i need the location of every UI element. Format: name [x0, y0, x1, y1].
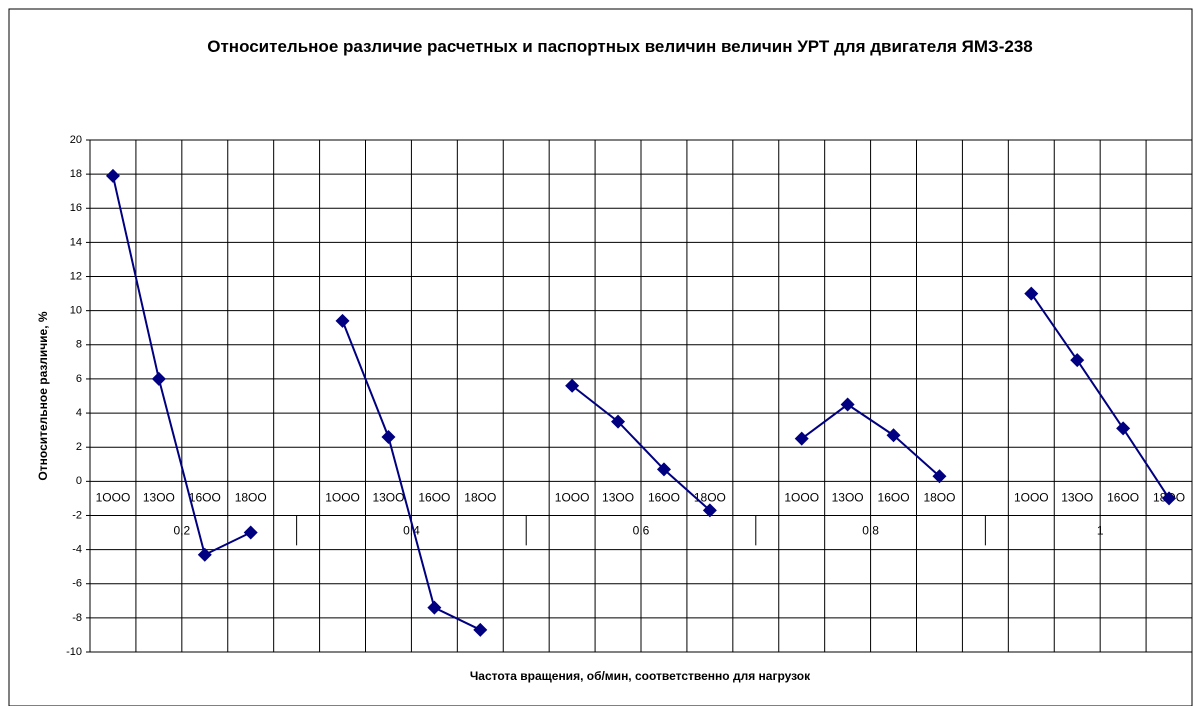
- data-marker: [151, 371, 166, 386]
- x-tick-label: 16OO: [1107, 491, 1139, 505]
- x-tick-label: 18OO: [464, 491, 496, 505]
- data-marker: [565, 378, 580, 393]
- data-marker: [105, 168, 120, 183]
- x-tick-label: 13OO: [832, 491, 864, 505]
- chart-title: Относительное различие расчетных и паспо…: [207, 37, 1033, 56]
- x-tick-label: 1OOO: [96, 491, 131, 505]
- x-tick-label: 16OO: [648, 491, 680, 505]
- x-tick-label: 1OOO: [555, 491, 590, 505]
- x-tick-label: 1OOO: [325, 491, 360, 505]
- data-marker: [473, 622, 488, 637]
- y-tick-label: 20: [70, 134, 82, 146]
- x-tick-label: 16OO: [878, 491, 910, 505]
- y-tick-label: 10: [70, 305, 82, 317]
- data-marker: [1024, 286, 1039, 301]
- data-line: [111, 175, 252, 557]
- y-tick-label: 4: [76, 407, 82, 419]
- x-tick-label: 16OO: [189, 491, 221, 505]
- y-tick-label: -4: [72, 544, 82, 556]
- x-axis-label: Частота вращения, об/мин, соответственно…: [470, 669, 811, 683]
- y-tick-label: -8: [72, 612, 82, 624]
- y-tick-label: 12: [70, 270, 82, 282]
- data-marker: [197, 547, 212, 562]
- data-marker: [243, 525, 258, 540]
- data-line: [801, 403, 941, 477]
- chart-border: [8, 8, 1193, 706]
- y-axis-label: Относительное различие, %: [36, 311, 50, 480]
- data-marker: [932, 469, 947, 484]
- data-line: [571, 384, 711, 512]
- y-tick-label: -6: [72, 578, 82, 590]
- x-tick-label: 16OO: [418, 491, 450, 505]
- y-tick-label: -10: [66, 646, 82, 658]
- data-marker: [1162, 491, 1177, 506]
- x-tick-label: 13OO: [372, 491, 404, 505]
- x-tick-label: 18OO: [923, 491, 955, 505]
- group-label: 0,4: [403, 524, 420, 538]
- data-marker: [611, 414, 626, 429]
- x-tick-label: 1OOO: [1014, 491, 1049, 505]
- data-marker: [702, 503, 717, 518]
- x-tick-label: 1OOO: [784, 491, 819, 505]
- group-label: 0,6: [633, 524, 650, 538]
- y-tick-label: 16: [70, 202, 82, 214]
- group-label: 0,8: [862, 524, 879, 538]
- data-marker: [656, 462, 671, 477]
- data-marker: [381, 429, 396, 444]
- data-line: [1030, 293, 1170, 499]
- x-tick-label: 13OO: [143, 491, 175, 505]
- data-marker: [886, 428, 901, 443]
- data-marker: [427, 600, 442, 615]
- group-label: 0,2: [173, 524, 190, 538]
- x-tick-label: 13OO: [602, 491, 634, 505]
- data-marker: [1070, 353, 1085, 368]
- y-tick-label: -2: [72, 509, 82, 521]
- data-marker: [794, 431, 809, 446]
- data-marker: [1116, 421, 1131, 436]
- y-tick-label: 0: [76, 475, 82, 487]
- x-tick-label: 18OO: [694, 491, 726, 505]
- data-line: [341, 320, 481, 631]
- y-tick-label: 6: [76, 373, 82, 385]
- y-tick-label: 18: [70, 168, 82, 180]
- y-tick-label: 2: [76, 441, 82, 453]
- data-marker: [840, 397, 855, 412]
- x-tick-label: 18OO: [235, 491, 267, 505]
- data-marker: [335, 313, 350, 328]
- y-tick-label: 14: [70, 236, 82, 248]
- group-label: 1: [1097, 524, 1104, 538]
- y-tick-label: 8: [76, 339, 82, 351]
- x-tick-label: 13OO: [1061, 491, 1093, 505]
